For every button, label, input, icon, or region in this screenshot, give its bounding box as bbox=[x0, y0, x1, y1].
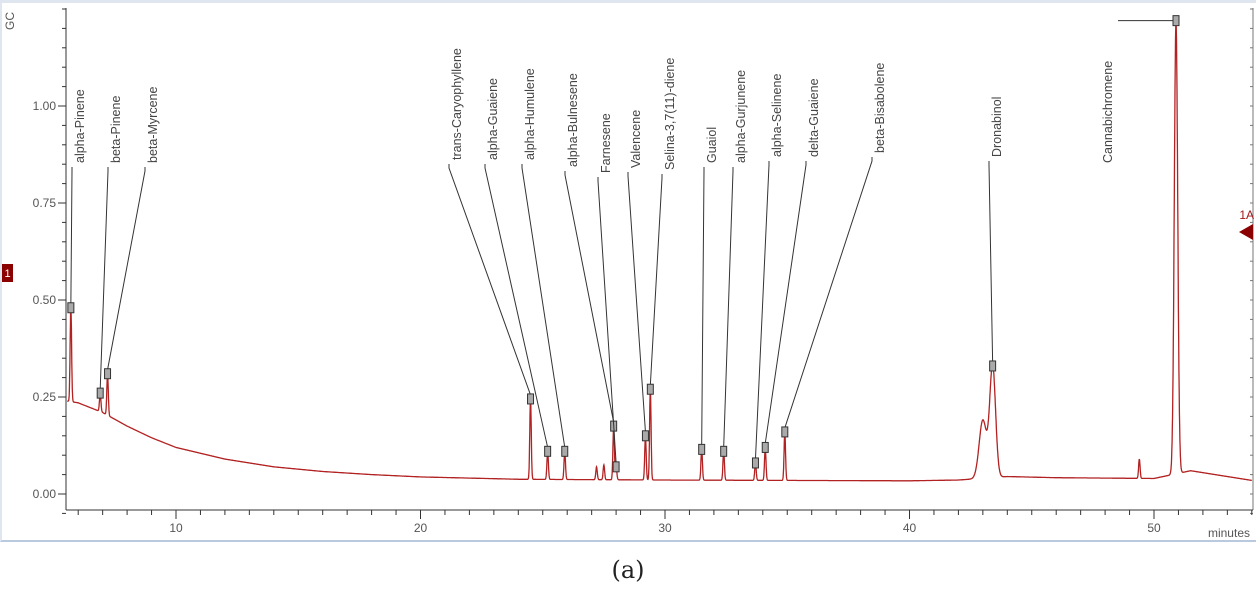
peak-label: Dronabinol bbox=[990, 97, 1004, 157]
peak-label: Cannabichromene bbox=[1101, 61, 1115, 163]
y-tick-label: 0.00 bbox=[33, 487, 57, 501]
chromatogram-trace bbox=[67, 20, 1252, 482]
peak-label: alpha-Guaiene bbox=[486, 78, 500, 160]
peak-label: alpha-Gurjunene bbox=[734, 70, 748, 163]
peak-label: beta-Pinene bbox=[109, 96, 123, 163]
peak-annotation: beta-Myrcene bbox=[104, 87, 160, 380]
peak-label: delta-Guaiene bbox=[807, 78, 821, 157]
y-tick-label: 1.00 bbox=[33, 99, 57, 113]
peak-annotation: trans-Caryophyllene bbox=[448, 48, 535, 405]
peak-label: Selina-3,7(11)-diene bbox=[663, 58, 677, 170]
peak-annotation: Selina-3,7(11)-diene bbox=[646, 58, 677, 395]
peak-marker bbox=[96, 387, 104, 399]
y-tick-label: 0.25 bbox=[33, 390, 57, 404]
caption-text: (a) bbox=[611, 556, 645, 584]
peak-label: Farnesene bbox=[599, 113, 613, 173]
peak-label: alpha-Humulene bbox=[523, 68, 537, 160]
peak-marker bbox=[612, 461, 620, 473]
x-tick-label: 30 bbox=[658, 521, 672, 535]
peak-annotation: alpha-Gurjunene bbox=[720, 70, 748, 457]
peak-label: trans-Caryophyllene bbox=[450, 48, 464, 160]
peak-annotation: alpha-Pinene bbox=[67, 89, 87, 314]
peak-marker bbox=[641, 430, 649, 442]
peak-annotation: alpha-Guaiene bbox=[484, 78, 552, 457]
peak-marker bbox=[561, 445, 569, 457]
peak-marker bbox=[720, 445, 728, 457]
x-axis-label: minutes bbox=[1208, 526, 1250, 540]
x-tick-label: 50 bbox=[1147, 521, 1161, 535]
y-axis-label: GC bbox=[3, 12, 17, 30]
peak-annotation: alpha-Humulene bbox=[521, 68, 569, 457]
peak-label: alpha-Pinene bbox=[73, 89, 87, 163]
peak-marker bbox=[751, 457, 759, 469]
peak-label: Guaiol bbox=[705, 127, 719, 163]
y-tick-label: 0.75 bbox=[33, 196, 57, 210]
peak-annotation: beta-Bisabolene bbox=[781, 63, 887, 438]
peak-annotation: Cannabichromene bbox=[1101, 15, 1180, 163]
peak-marker bbox=[989, 360, 997, 372]
peak-marker bbox=[544, 445, 552, 457]
x-tick-label: 10 bbox=[169, 521, 183, 535]
svg-text:1: 1 bbox=[4, 268, 10, 280]
peak-marker bbox=[646, 383, 654, 395]
peak-annotation: beta-Pinene bbox=[96, 96, 123, 399]
peak-annotation: delta-Guaiene bbox=[761, 78, 821, 453]
peak-annotation: Dronabinol bbox=[988, 97, 1004, 372]
peak-label: alpha-Selinene bbox=[770, 74, 784, 157]
peak-marker bbox=[761, 441, 769, 453]
peak-label: beta-Myrcene bbox=[146, 87, 160, 163]
peak-marker bbox=[527, 393, 535, 405]
peak-marker bbox=[104, 368, 112, 380]
peak-annotation: Valencene bbox=[627, 110, 649, 442]
peak-annotation: Farnesene bbox=[597, 113, 620, 473]
peak-annotation: Guaiol bbox=[698, 127, 719, 455]
svg-text:1A: 1A bbox=[1239, 208, 1254, 222]
chart-frame bbox=[0, 0, 1256, 542]
figure-caption: (a) bbox=[0, 556, 1256, 584]
peak-marker bbox=[1172, 15, 1180, 27]
peak-marker bbox=[67, 302, 75, 314]
peak-label: alpha-Bulnesene bbox=[566, 73, 580, 167]
channel-marker-right: 1A bbox=[1239, 208, 1254, 240]
y-tick-label: 0.50 bbox=[33, 293, 57, 307]
x-tick-label: 20 bbox=[414, 521, 428, 535]
chromatogram-chart: 0.00 0.25 0.50 0.75 1.00 GC 10 20 30 40 50 minutes 1… bbox=[2, 8, 1254, 540]
peak-label: beta-Bisabolene bbox=[873, 63, 887, 153]
peak-marker bbox=[781, 426, 789, 438]
x-tick-label: 40 bbox=[903, 521, 917, 535]
channel-marker-left: 1 bbox=[2, 264, 13, 282]
peak-annotation: alpha-Selinene bbox=[751, 74, 784, 469]
peak-label: Valencene bbox=[629, 110, 643, 168]
peak-marker bbox=[698, 443, 706, 455]
